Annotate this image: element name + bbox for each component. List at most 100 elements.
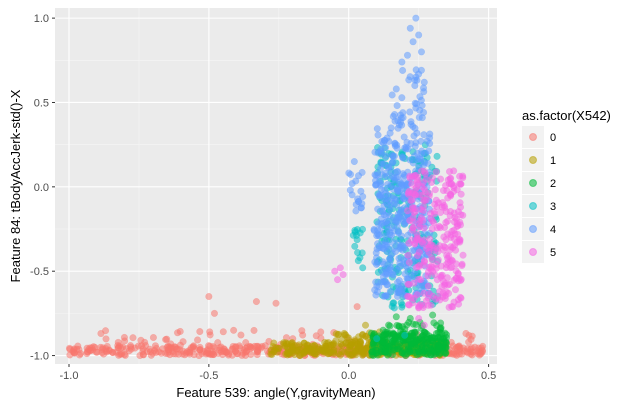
- legend-key-marker: [529, 225, 537, 233]
- scatter-point: [189, 344, 197, 352]
- legend-label: 2: [550, 178, 556, 190]
- scatter-point: [395, 322, 403, 331]
- scatter-point: [408, 329, 416, 337]
- scatter-point: [288, 347, 296, 355]
- scatter-point: [352, 200, 360, 209]
- scatter-point: [219, 328, 227, 336]
- scatter-point: [374, 131, 382, 139]
- scatter-point: [339, 271, 347, 279]
- scatter-point: [391, 195, 399, 203]
- scatter-point: [382, 144, 390, 152]
- scatter-point: [129, 334, 137, 342]
- scatter-point: [352, 177, 360, 185]
- scatter-point: [392, 332, 400, 340]
- scatter-point: [112, 348, 120, 356]
- scatter-point: [407, 197, 415, 205]
- scatter-point: [448, 302, 456, 311]
- scatter-point: [383, 180, 392, 188]
- x-axis-ticks: -1.0 -0.5 0.0 0.5: [60, 364, 496, 382]
- scatter-point: [459, 251, 467, 259]
- scatter-point: [381, 232, 389, 240]
- scatter-point: [372, 291, 380, 299]
- scatter-point: [459, 172, 467, 180]
- scatter-point: [348, 191, 356, 199]
- scatter-point: [146, 345, 154, 353]
- scatter-point: [391, 176, 399, 184]
- scatter-point: [389, 158, 397, 166]
- scatter-point: [414, 180, 422, 188]
- scatter-point: [368, 329, 376, 337]
- scatter-point: [162, 336, 170, 344]
- scatter-point: [428, 253, 436, 261]
- scatter-point: [456, 293, 464, 301]
- plot-panel: [55, 8, 497, 364]
- scatter-point: [372, 278, 380, 286]
- scatter-point: [357, 187, 365, 195]
- scatter-point: [398, 58, 406, 66]
- scatter-point: [451, 286, 460, 294]
- scatter-point: [444, 176, 452, 184]
- scatter-point: [408, 236, 416, 244]
- scatter-point: [384, 163, 392, 172]
- scatter-point: [415, 220, 423, 228]
- scatter-point: [375, 283, 383, 291]
- scatter-point: [456, 344, 464, 352]
- legend-label: 0: [550, 132, 556, 144]
- legend-label: 5: [550, 247, 556, 259]
- scatter-point: [430, 219, 438, 227]
- scatter-point: [196, 328, 204, 336]
- scatter-point: [453, 186, 461, 194]
- scatter-point: [401, 244, 409, 252]
- scatter-point: [359, 350, 367, 358]
- scatter-point: [404, 280, 412, 288]
- scatter-point: [399, 154, 407, 162]
- scatter-point: [467, 350, 475, 358]
- scatter-point: [415, 303, 423, 311]
- scatter-point: [446, 246, 454, 254]
- scatter-point: [458, 262, 466, 270]
- scatter-point: [420, 289, 428, 297]
- scatter-point: [428, 174, 437, 182]
- scatter-point: [448, 257, 457, 265]
- scatter-point: [373, 232, 381, 240]
- scatter-point: [415, 261, 423, 269]
- legend-item-3: 3: [522, 195, 556, 217]
- scatter-point: [450, 226, 458, 234]
- scatter-point: [409, 224, 417, 232]
- scatter-point: [420, 224, 428, 232]
- scatter-point: [455, 235, 463, 243]
- x-tick-label: -1.0: [60, 370, 79, 382]
- scatter-point: [358, 331, 367, 339]
- scatter-point: [382, 152, 390, 160]
- scatter-point: [387, 201, 395, 209]
- scatter-point: [417, 96, 425, 104]
- scatter-point: [331, 267, 339, 275]
- scatter-point: [427, 241, 435, 249]
- scatter-point: [444, 194, 452, 202]
- scatter-point: [413, 351, 421, 359]
- scatter-point: [393, 102, 401, 110]
- scatter-point: [465, 331, 473, 340]
- scatter-point: [445, 280, 453, 288]
- scatter-point: [340, 329, 348, 337]
- scatter-point: [418, 147, 426, 155]
- legend-item-4: 4: [522, 218, 556, 240]
- scatter-point: [457, 211, 465, 219]
- legend-key-marker: [529, 133, 537, 141]
- legend-key-marker: [529, 156, 537, 164]
- scatter-point: [151, 342, 159, 350]
- scatter-point: [388, 91, 396, 99]
- scatter-point: [429, 311, 437, 319]
- scatter-point: [194, 336, 202, 344]
- data-points: [65, 14, 487, 360]
- scatter-point: [272, 299, 280, 307]
- scatter-point: [403, 51, 412, 59]
- scatter-point: [210, 350, 218, 358]
- scatter-point: [421, 159, 429, 167]
- scatter-point: [443, 274, 451, 282]
- scatter-point: [427, 351, 435, 359]
- scatter-point: [251, 342, 259, 350]
- scatter-point: [257, 344, 265, 352]
- scatter-point: [252, 298, 260, 306]
